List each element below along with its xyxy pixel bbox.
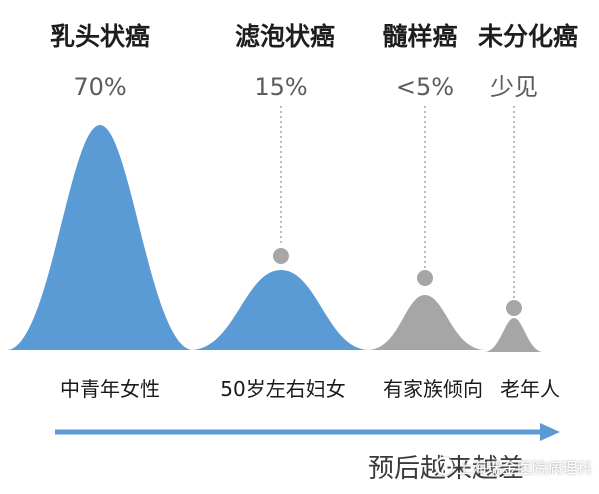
- marker-dot-anaplastic: [506, 300, 522, 316]
- curve-follicular: [192, 270, 368, 350]
- marker-dot-follicular: [273, 248, 289, 264]
- share-follicular: 15%: [254, 73, 308, 101]
- title-medullary: 髓样癌: [382, 22, 458, 51]
- title-papillary: 乳头状癌: [49, 22, 151, 51]
- share-papillary: 70%: [73, 73, 127, 101]
- watermark: 上海瑞金医院病理科: [435, 453, 592, 483]
- group-follicular: 50岁左右妇女: [220, 377, 346, 401]
- wechat-icon: [435, 457, 453, 475]
- curve-papillary: [8, 125, 192, 350]
- group-anaplastic: 老年人: [500, 377, 560, 401]
- marker-dot-medullary: [417, 270, 433, 286]
- title-anaplastic: 未分化癌: [477, 22, 579, 51]
- group-medullary: 有家族倾向: [383, 377, 483, 401]
- title-follicular: 滤泡状癌: [234, 22, 336, 51]
- share-medullary: <5%: [395, 73, 455, 101]
- group-papillary: 中青年女性: [60, 377, 160, 401]
- share-anaplastic: 少见: [490, 73, 538, 101]
- prognosis-arrow-head: [540, 423, 560, 441]
- watermark-text: 上海瑞金医院病理科: [457, 459, 593, 477]
- curve-anaplastic: [485, 318, 543, 352]
- curve-medullary: [368, 295, 485, 350]
